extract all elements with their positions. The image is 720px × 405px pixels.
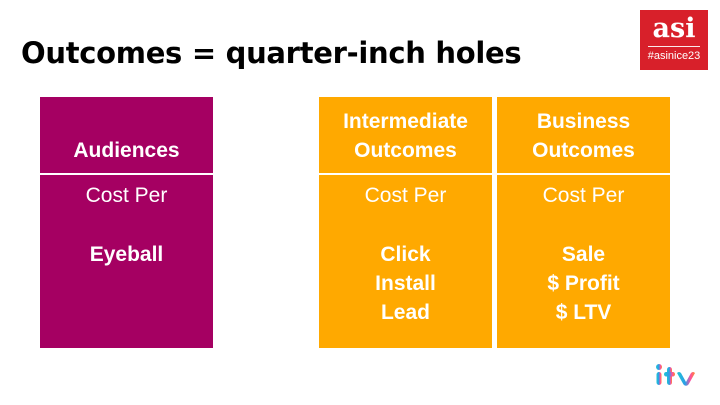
card-intermediate-outcomes: Intermediate Outcomes Cost Per Click Ins… <box>319 97 492 348</box>
card-divider <box>319 173 492 175</box>
asi-hashtag: #asinice23 <box>647 50 701 62</box>
card-item: Lead <box>380 301 430 324</box>
card-heading-line: Intermediate <box>343 110 468 133</box>
card-heading-line: Audiences <box>73 139 180 162</box>
card-heading-line: Outcomes <box>532 139 635 162</box>
card-item: $ Profit <box>547 272 620 295</box>
card-item: $ LTV <box>555 301 612 324</box>
card-divider <box>40 173 213 175</box>
card-heading-line: Outcomes <box>354 139 457 162</box>
card-item: Install <box>375 272 436 295</box>
asi-logo: asi <box>652 13 696 44</box>
card-item: Sale <box>561 243 606 266</box>
slide-title: Outcomes = quarter-inch holes <box>21 36 522 70</box>
card-items: Click Install Lead <box>319 240 492 327</box>
card-audiences: Audiences Cost Per Eyeball <box>40 97 213 348</box>
asi-badge-divider <box>648 46 700 47</box>
card-subtitle: Cost Per <box>364 184 447 207</box>
card-subtitle: Cost Per <box>85 184 168 207</box>
card-business-outcomes: Business Outcomes Cost Per Sale $ Profit… <box>497 97 670 348</box>
card-subtitle: Cost Per <box>542 184 625 207</box>
card-items: Eyeball <box>40 240 213 269</box>
card-heading: Intermediate Outcomes <box>319 97 492 173</box>
card-divider <box>497 173 670 175</box>
card-heading: Business Outcomes <box>497 97 670 173</box>
card-item: Click <box>380 243 431 266</box>
card-item: Eyeball <box>89 243 164 266</box>
card-heading: Audiences <box>40 97 213 173</box>
card-heading-line: Business <box>536 110 631 133</box>
asi-badge: asi #asinice23 <box>640 10 708 70</box>
itv-logo-icon <box>656 364 695 386</box>
card-items: Sale $ Profit $ LTV <box>497 240 670 327</box>
